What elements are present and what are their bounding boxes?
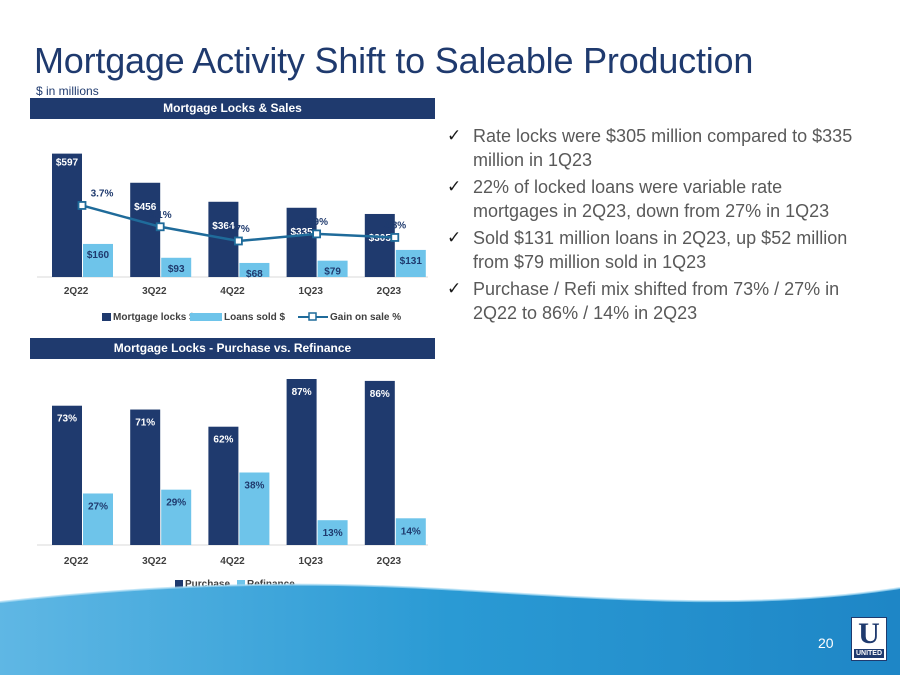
marker-gain-on-sale xyxy=(233,236,243,246)
data-label-purchase: 86% xyxy=(370,389,390,400)
data-label-loans-sold: $160 xyxy=(87,250,110,261)
bar-purchase xyxy=(52,405,82,545)
data-label-mortgage-locks: $597 xyxy=(56,158,79,169)
x-tick-label: 2Q22 xyxy=(64,556,89,567)
bullet-text: Rate locks were $305 million compared to… xyxy=(473,126,853,170)
bar-mortgage-locks xyxy=(52,153,82,277)
data-label-refinance: 27% xyxy=(88,501,108,512)
bar-purchase xyxy=(130,409,161,545)
x-tick-label: 2Q23 xyxy=(377,556,402,567)
x-tick-label: 4Q22 xyxy=(220,556,245,567)
bullet-item: ✓ Purchase / Refi mix shifted from 73% / … xyxy=(447,277,862,325)
bar-loans-sold xyxy=(161,257,192,277)
data-label-purchase: 87% xyxy=(292,387,312,398)
checkmark-icon: ✓ xyxy=(447,126,462,145)
marker-gain-on-sale xyxy=(390,233,400,242)
x-tick-label: 2Q23 xyxy=(377,286,402,297)
data-label-purchase: 62% xyxy=(213,435,233,446)
bar-loans-sold xyxy=(395,249,426,277)
data-label-mortgage-locks: $456 xyxy=(134,202,157,213)
marker-gain-on-sale xyxy=(155,222,165,232)
slide-title: Mortgage Activity Shift to Saleable Prod… xyxy=(34,40,754,81)
bar-purchase xyxy=(364,380,395,545)
marker-gain-on-sale xyxy=(77,201,87,210)
legend-swatch-mortgage-locks xyxy=(102,313,111,321)
data-label-purchase: 73% xyxy=(57,414,77,425)
logo-letter: U xyxy=(858,617,880,650)
bar-refinance xyxy=(317,520,348,545)
bullet-list: ✓ Rate locks were $305 million compared t… xyxy=(447,124,862,328)
data-label-refinance: 38% xyxy=(244,480,264,491)
x-tick-label: 1Q23 xyxy=(298,556,323,567)
bullet-item: ✓ Sold $131 million loans in 2Q23, up $52… xyxy=(447,226,862,274)
data-label-mortgage-locks: $364 xyxy=(212,221,235,232)
data-label-refinance: 14% xyxy=(401,526,421,537)
bar-purchase xyxy=(286,379,317,545)
data-label-loans-sold: $79 xyxy=(324,267,341,278)
marker-gain-on-sale xyxy=(312,229,322,239)
data-label-loans-sold: $68 xyxy=(246,269,263,280)
slide-subtitle: $ in millions xyxy=(36,84,99,98)
data-label-loans-sold: $131 xyxy=(400,256,423,267)
bullet-item: ✓ Rate locks were $305 million compared t… xyxy=(447,124,862,172)
bar-refinance xyxy=(83,493,113,545)
chart2-header: Mortgage Locks - Purchase vs. Refinance xyxy=(30,338,435,359)
data-label-gain-on-sale: 2.8% xyxy=(383,220,406,231)
legend-swatch-purchase xyxy=(175,580,183,588)
data-label-gain-on-sale: 3.7% xyxy=(91,188,114,199)
x-tick-label: 1Q23 xyxy=(298,286,323,297)
data-label-loans-sold: $93 xyxy=(168,264,185,275)
x-tick-label: 4Q22 xyxy=(220,286,245,297)
data-label-gain-on-sale: 3.1% xyxy=(149,210,172,221)
data-label-gain-on-sale: 2.9% xyxy=(305,217,328,228)
data-label-purchase: 71% xyxy=(135,418,155,429)
bar-refinance xyxy=(161,489,192,545)
x-tick-label: 3Q22 xyxy=(142,556,167,567)
bullet-text: Purchase / Refi mix shifted from 73% / 2… xyxy=(473,279,840,323)
data-label-gain-on-sale: 2.7% xyxy=(227,224,250,235)
data-label-mortgage-locks: $305 xyxy=(369,233,392,244)
checkmark-icon: ✓ xyxy=(447,228,462,247)
bar-refinance xyxy=(395,518,426,545)
checkmark-icon: ✓ xyxy=(447,279,462,298)
united-logo: U UNITED xyxy=(851,617,887,661)
page-number: 20 xyxy=(818,635,834,651)
bullet-text: Sold $131 million loans in 2Q23, up $52 … xyxy=(473,228,848,272)
bar-refinance xyxy=(239,472,270,545)
legend-label-loans-sold: Loans sold $ xyxy=(224,312,286,323)
x-tick-label: 3Q22 xyxy=(142,286,167,297)
chart1-header: Mortgage Locks & Sales xyxy=(30,98,435,119)
data-label-refinance: 13% xyxy=(323,528,343,539)
bar-mortgage-locks xyxy=(130,182,161,277)
bullet-text: 22% of locked loans were variable rate m… xyxy=(473,177,830,221)
data-label-mortgage-locks: $335 xyxy=(290,227,313,238)
legend-swatch-loans-sold xyxy=(190,313,222,321)
bar-loans-sold xyxy=(239,262,270,277)
logo-text: UNITED xyxy=(854,649,884,658)
data-label-refinance: 29% xyxy=(166,498,186,509)
legend-label-gain-on-sale: Gain on sale % xyxy=(330,312,401,323)
legend-marker-gain-on-sale xyxy=(308,312,317,321)
bar-mortgage-locks xyxy=(364,213,395,277)
bar-mortgage-locks xyxy=(286,207,317,277)
bullet-item: ✓ 22% of locked loans were variable rate … xyxy=(447,175,862,223)
bar-loans-sold xyxy=(317,260,348,277)
purchase-vs-refinance-chart: 73% 27% 2Q22 71% 29% 3Q22 62% 38% 4Q22 87% 13% 1Q23… xyxy=(37,379,428,590)
bar-purchase xyxy=(208,426,239,545)
bar-loans-sold xyxy=(83,243,113,277)
x-tick-label: 2Q22 xyxy=(64,286,89,297)
checkmark-icon: ✓ xyxy=(447,177,462,196)
legend-label-purchase: Purchase xyxy=(185,579,230,590)
footer-wave xyxy=(0,583,900,675)
legend-label-mortgage-locks: Mortgage locks $ xyxy=(113,312,195,323)
legend-swatch-refinance xyxy=(237,580,245,588)
